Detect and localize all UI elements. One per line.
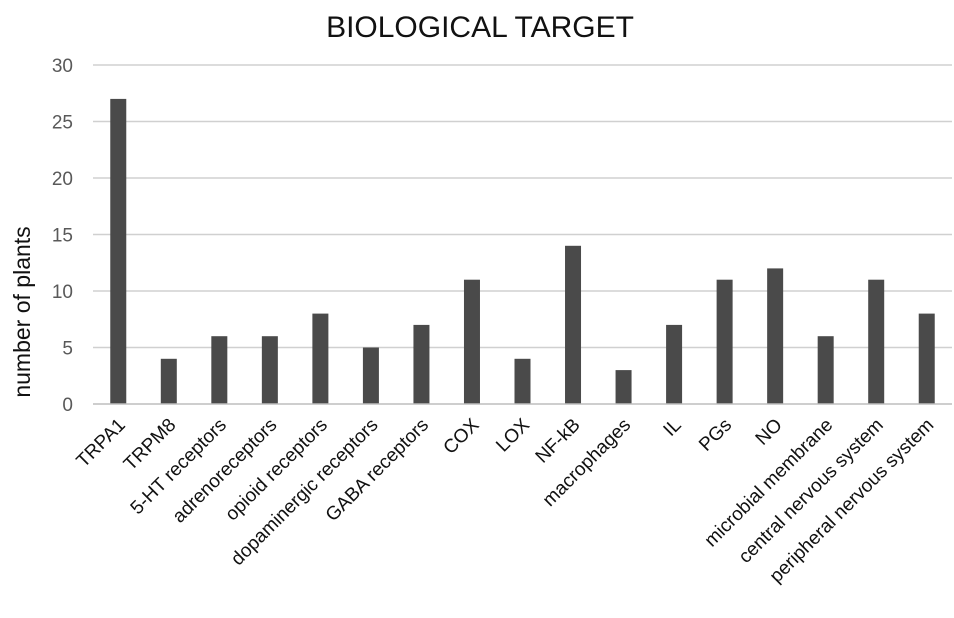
bar [918, 313, 935, 404]
y-tick-label: 30 [52, 56, 73, 77]
bar [463, 279, 480, 404]
bar [362, 347, 379, 404]
bar [413, 324, 430, 404]
x-tick-label: TRPA1 [73, 415, 130, 472]
x-tick-label: LOX [492, 414, 534, 456]
y-axis-label: number of plants [9, 226, 35, 397]
y-tick-label: 15 [52, 226, 73, 247]
bar [312, 313, 329, 404]
y-tick-label: 20 [52, 169, 73, 190]
bar [160, 358, 177, 404]
y-tick-label: 25 [52, 113, 73, 134]
bar [767, 268, 784, 404]
bar [716, 279, 733, 404]
bar [261, 336, 278, 404]
bar [110, 98, 127, 405]
bars [110, 98, 935, 405]
bar [666, 324, 683, 404]
y-tick-labels: 0 5 10 15 20 25 30 [52, 56, 73, 416]
x-tick-label: PGs [695, 415, 736, 456]
bar [211, 336, 228, 404]
x-tick-label: NO [752, 415, 787, 450]
x-tick-label: IL [660, 415, 686, 441]
y-tick-label: 5 [62, 339, 73, 360]
bar [615, 370, 632, 404]
y-tick-label: 0 [62, 395, 73, 416]
gridlines [93, 64, 952, 349]
bar [817, 336, 834, 404]
y-tick-label: 10 [52, 282, 73, 303]
x-tick-label: COX [440, 414, 484, 458]
x-tick-label: macrophages [539, 415, 635, 511]
bar [565, 245, 582, 404]
chart-title: BIOLOGICAL TARGET [326, 11, 634, 44]
bar [868, 279, 885, 404]
bar [514, 358, 531, 404]
